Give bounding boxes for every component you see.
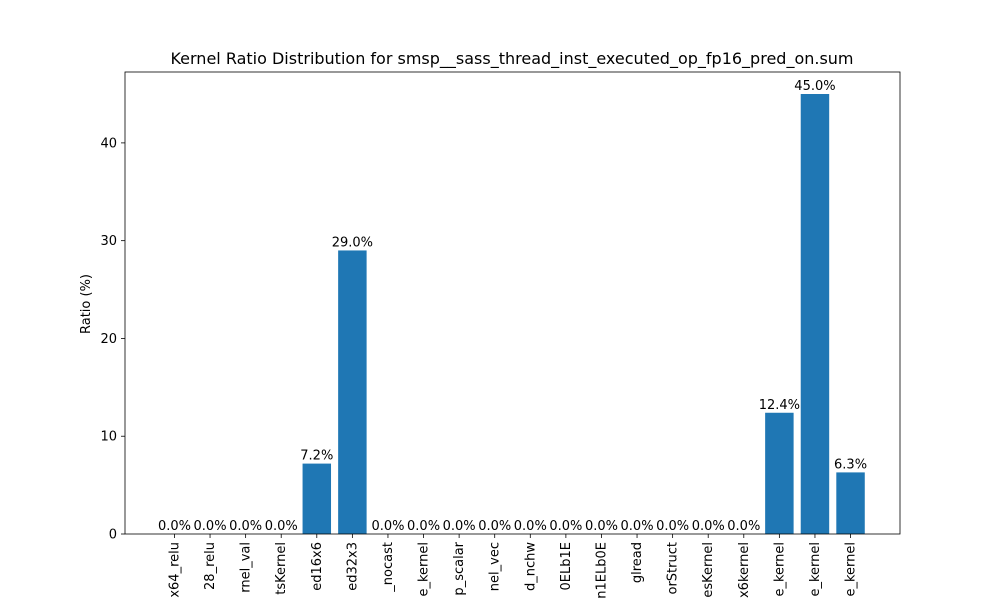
bar [302,463,332,534]
x-tick-label: e_kernel [417,542,432,597]
bar-value-label: 0.0% [371,519,404,534]
bar-value-label: 0.0% [407,519,440,534]
x-tick-label: ed16x6 [310,542,325,591]
x-tick-label: x64_relu [167,542,182,598]
x-tick-label: orStruct [666,542,681,594]
x-tick-label: x6kernel [737,542,752,598]
bar-value-label: 0.0% [229,519,262,534]
plot-area: 0.0% x64_relu 0.0% 28_relu 0.0% rnel_val 0.0% t… [100,71,901,599]
bar-value-label: 0.0% [265,519,298,534]
bar [836,472,865,534]
y-axis-label: Ratio (%) [79,274,94,334]
x-tick-label: tsKernel [274,542,289,595]
bar-value-label: 0.0% [514,519,547,534]
bar [338,250,367,534]
bar [800,94,830,534]
x-tick-label: d_nchw [523,542,538,591]
bar-value-label: 0.0% [194,519,227,534]
x-tick-label: rnel_val [239,542,254,593]
chart-title: Kernel Ratio Distribution for smsp__sass… [170,49,853,69]
x-tick-label: e_kernel [808,542,823,597]
bar-value-label: 0.0% [158,519,191,534]
bar-value-label: 0.0% [585,519,618,534]
y-tick-label: 20 [100,332,117,347]
x-tick-label: 28_relu [203,542,218,590]
y-tick-label: 30 [100,234,117,249]
y-tick-label: 10 [100,430,117,445]
bar-value-label: 7.2% [300,449,333,464]
plot-frame [124,71,901,535]
y-tick-label: 0 [109,528,117,543]
bar-value-label: 0.0% [727,519,760,534]
x-tick-label: esKernel [701,542,716,598]
bar-value-label: 0.0% [692,519,725,534]
bar-value-label: 0.0% [621,519,654,534]
x-tick-label: ed32x3 [345,542,360,591]
x-tick-label: n1ELb0E [594,542,609,599]
bar-value-label: 45.0% [794,79,835,94]
bar-value-label: 0.0% [478,519,511,534]
x-tick-label: 0ELb1E [559,542,574,590]
bar [765,412,794,534]
x-tick-label: nel_vec [488,542,503,591]
bar-value-label: 0.0% [443,519,476,534]
x-tick-label: e_kernel [844,542,859,597]
x-tick-label: p_scalar [452,541,467,595]
bar-value-label: 0.0% [549,519,582,534]
x-tick-label: glread [630,542,645,583]
bar-value-label: 6.3% [834,457,867,472]
y-tick-label: 40 [100,136,117,151]
bar-value-label: 29.0% [332,235,373,250]
x-tick-label: _nocast [381,542,396,593]
bar-value-label: 0.0% [656,519,689,534]
x-tick-label: e_kernel [772,542,787,597]
bar-value-label: 12.4% [759,398,800,413]
